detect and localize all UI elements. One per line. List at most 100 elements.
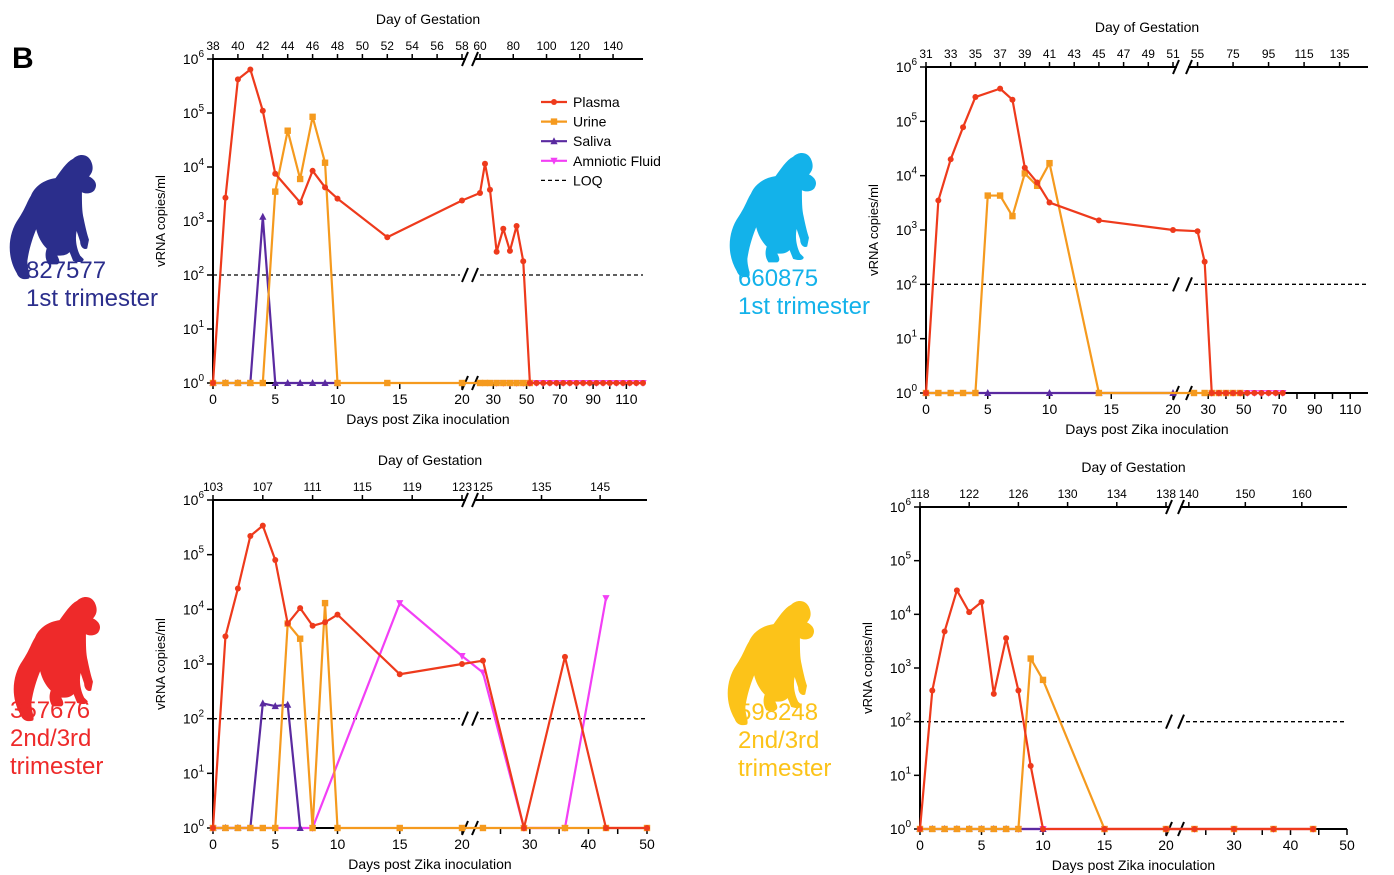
data-point [479, 824, 487, 832]
top-tick-label: 33 [944, 47, 958, 61]
y-axis-label: vRNA copies/ml [860, 622, 875, 714]
data-point [1034, 179, 1041, 186]
y-tick-label: 102 [183, 265, 205, 283]
y-axis-label: vRNA copies/ml [153, 175, 168, 267]
data-point [1009, 96, 1016, 103]
data-point [620, 380, 627, 386]
data-point [500, 379, 507, 387]
data-point [1039, 676, 1047, 684]
series-line [213, 702, 302, 830]
data-point [1222, 390, 1229, 396]
x-tick-label: 40 [1283, 837, 1299, 853]
data-point [972, 94, 979, 101]
data-point [644, 825, 650, 831]
data-point [259, 379, 266, 387]
legend-item: Urine [541, 114, 607, 130]
y-tick-label: 106 [183, 49, 205, 67]
data-point [334, 379, 341, 387]
data-point [526, 380, 533, 386]
data-point [633, 380, 640, 386]
chart-panel-660875: 100 101 102 103 104 105 106 vRNA copies/ml 0 5 10 1… [729, 19, 1368, 437]
data-point [296, 175, 304, 183]
trimester-label: trimester [10, 753, 103, 780]
data-point [606, 380, 613, 386]
x-tick-label: 5 [271, 836, 279, 852]
series-line [211, 524, 647, 830]
legend-marker [550, 118, 558, 125]
top-axis-label: Day of Gestation [1081, 459, 1185, 475]
data-point [384, 379, 391, 387]
data-point [561, 653, 568, 660]
axes [919, 506, 1347, 830]
axis-break-mark [471, 267, 479, 283]
top-tick-label: 123 [452, 480, 472, 494]
top-tick-label: 119 [403, 480, 422, 494]
y-tick-label: 106 [183, 490, 205, 508]
x-tick-label: 20 [1158, 837, 1174, 853]
data-point [297, 605, 304, 612]
axis-break-mark [1177, 714, 1185, 730]
top-tick-label: 120 [570, 39, 590, 53]
data-point [284, 127, 291, 134]
x-tick-label: 90 [585, 391, 601, 407]
data-point [321, 379, 329, 386]
data-point [1237, 390, 1244, 396]
data-point [1310, 826, 1317, 832]
axis-break-mark [471, 711, 479, 727]
data-point [259, 522, 266, 529]
data-point [1190, 389, 1198, 397]
data-point [520, 825, 527, 831]
data-point [222, 633, 229, 640]
data-point [984, 192, 991, 199]
axis-break-mark [461, 51, 469, 67]
data-point [1046, 199, 1053, 206]
data-point [935, 389, 942, 397]
data-point [1015, 825, 1022, 833]
data-point [561, 824, 569, 832]
legend-marker [551, 99, 557, 105]
x-tick-label: 30 [486, 391, 502, 407]
top-tick-label: 160 [1292, 487, 1312, 501]
x-tick-label: 20 [1165, 401, 1181, 417]
x-tick-label: 70 [552, 391, 568, 407]
series-plasma [210, 522, 650, 831]
x-tick-label: 10 [330, 836, 346, 852]
data-point [247, 532, 254, 539]
data-point [1251, 390, 1258, 396]
data-point [272, 824, 279, 832]
data-point [309, 113, 316, 121]
top-tick-label: 40 [231, 39, 245, 53]
top-tick-label: 122 [959, 487, 979, 501]
data-point [997, 85, 1004, 92]
monkey-silhouette [729, 153, 816, 278]
data-point [935, 197, 942, 204]
axis-break-mark [1165, 714, 1173, 730]
animal-id: 598248 [738, 699, 818, 726]
data-point [1009, 212, 1016, 220]
data-point [533, 380, 540, 386]
top-tick-label: 111 [303, 480, 322, 494]
axis-break-mark [461, 267, 469, 283]
monkey-icon [729, 153, 816, 278]
y-tick-label: 101 [896, 329, 918, 347]
data-point [500, 225, 507, 232]
y-tick-label: 106 [890, 497, 912, 515]
data-point [1027, 655, 1034, 662]
data-point [486, 186, 493, 193]
y-tick-label: 105 [896, 111, 918, 129]
x-tick-label: 15 [392, 836, 408, 852]
data-point [966, 609, 973, 616]
data-point [1021, 164, 1028, 171]
y-tick-label: 105 [183, 103, 205, 121]
y-axis-label: vRNA copies/ml [153, 618, 168, 710]
top-tick-label: 31 [919, 47, 933, 61]
data-point [1201, 258, 1208, 265]
data-point [396, 671, 403, 678]
data-point [272, 556, 279, 563]
series-saliva [209, 212, 342, 386]
data-point [1215, 390, 1222, 396]
data-point [1101, 826, 1108, 832]
data-point [947, 389, 954, 397]
data-point [929, 825, 936, 833]
